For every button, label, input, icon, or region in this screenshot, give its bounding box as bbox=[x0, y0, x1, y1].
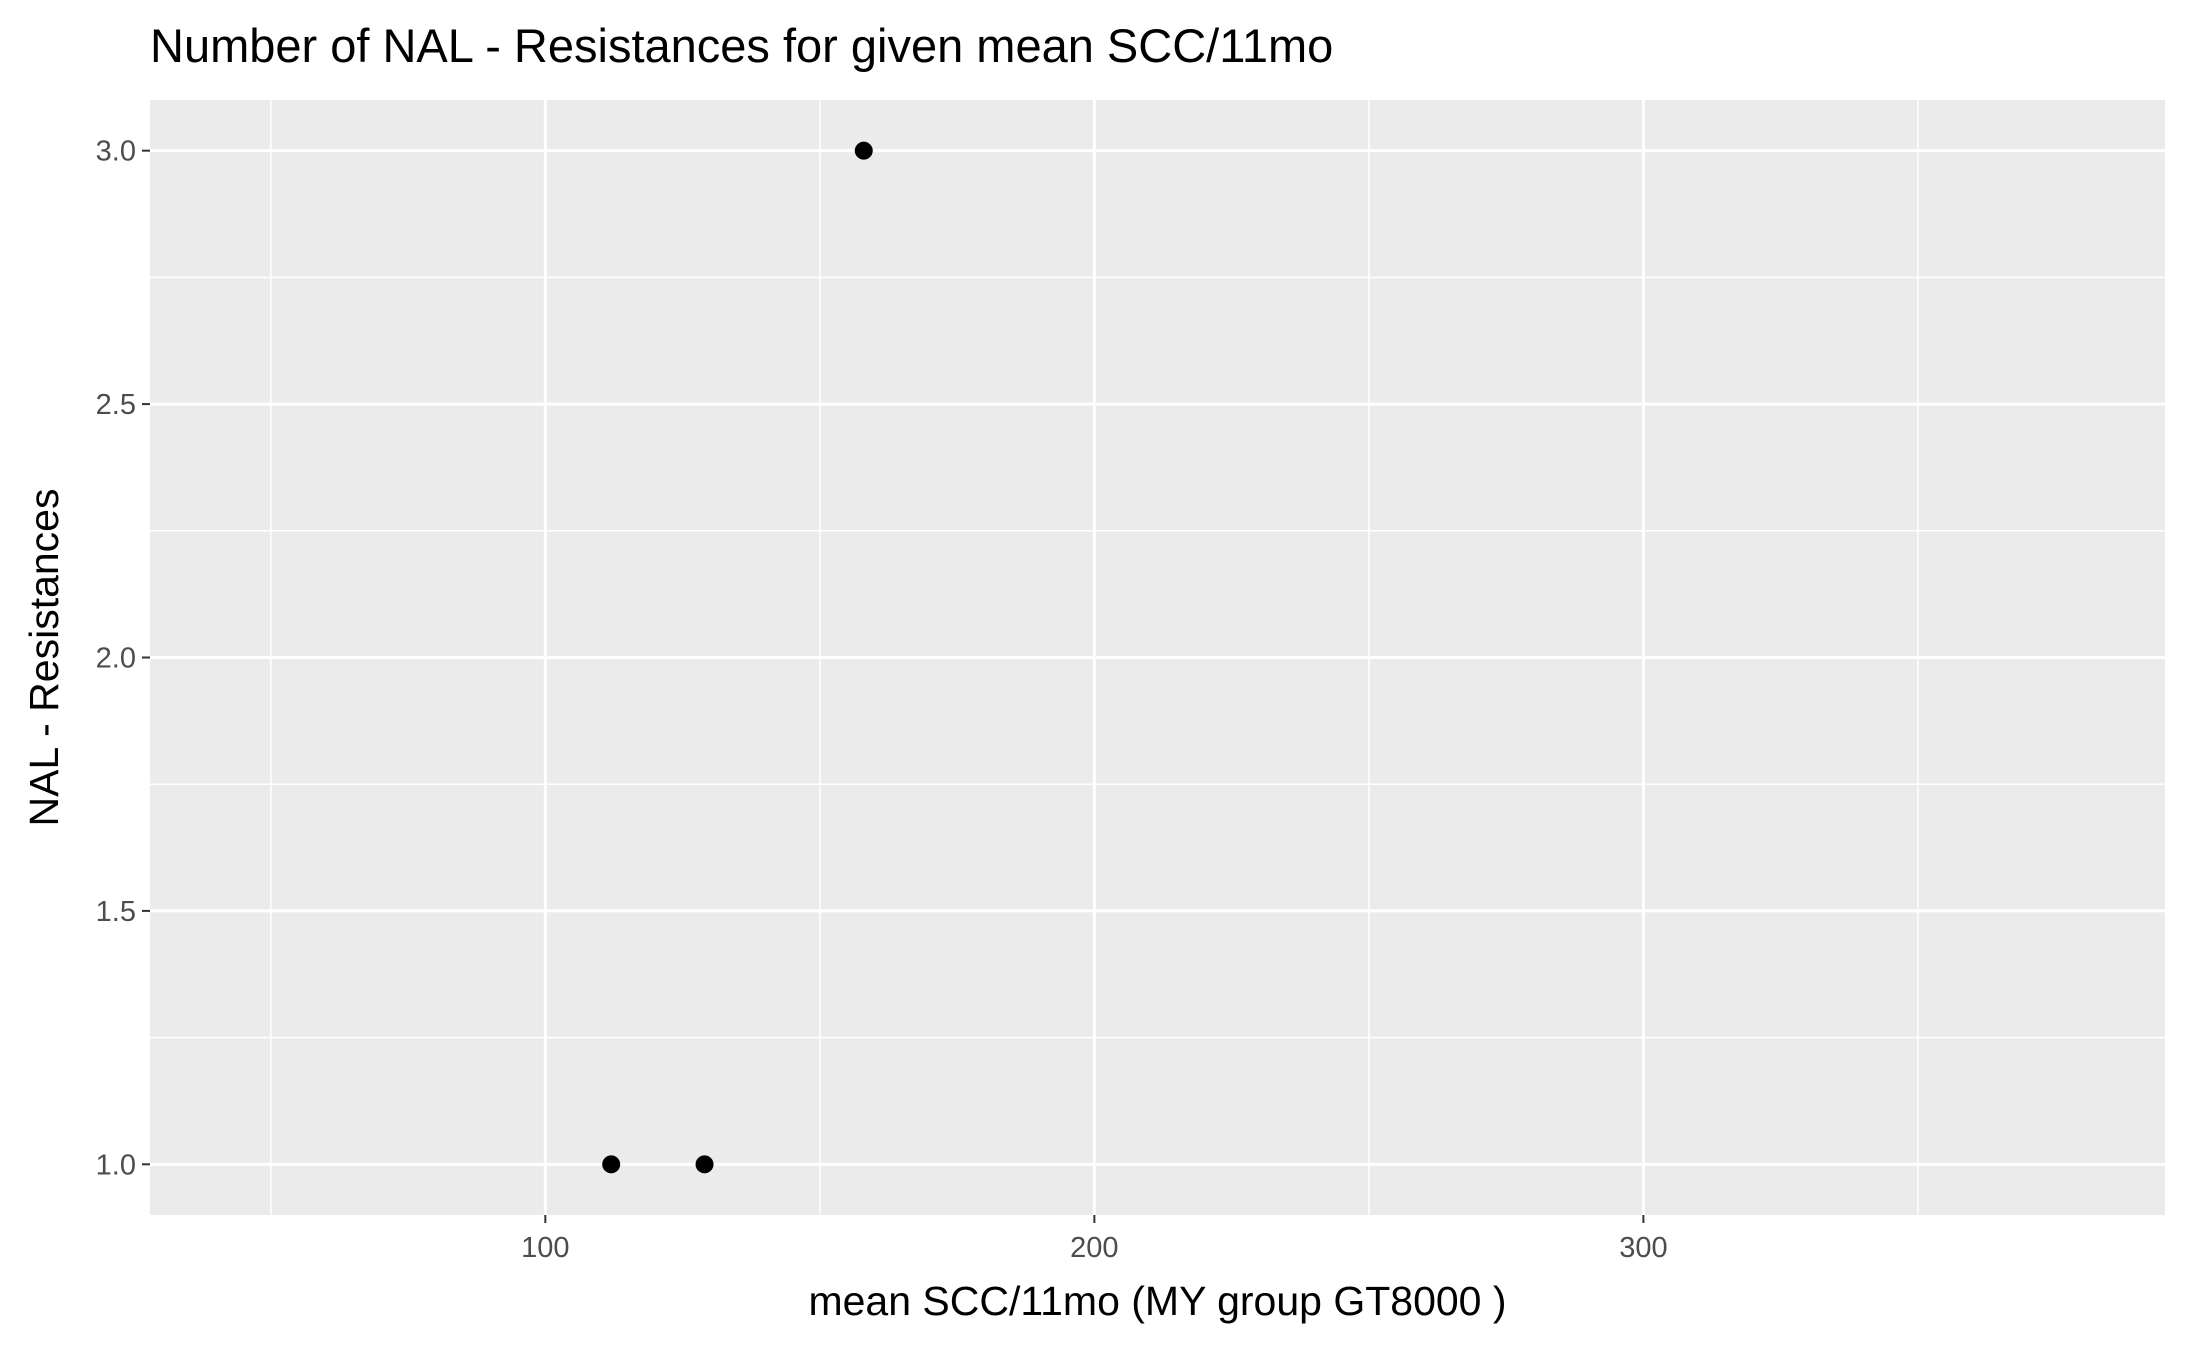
x-axis: 100 200 300 bbox=[521, 1215, 1668, 1264]
y-tick-label: 2.5 bbox=[96, 389, 136, 421]
y-axis: 1.0 1.5 2.0 2.5 3.0 bbox=[96, 136, 150, 1181]
y-axis-title: NAL - Resistances bbox=[21, 489, 67, 827]
data-point bbox=[854, 141, 873, 160]
y-tick-label: 3.0 bbox=[96, 136, 136, 168]
x-tick-label: 100 bbox=[521, 1232, 569, 1264]
data-points bbox=[602, 141, 873, 1174]
chart-title: Number of NAL - Resistances for given me… bbox=[150, 19, 1333, 72]
data-point bbox=[602, 1155, 621, 1174]
x-tick-label: 200 bbox=[1070, 1232, 1118, 1264]
y-tick-label: 2.0 bbox=[96, 643, 136, 675]
x-axis-title: mean SCC/11mo (MY group GT8000 ) bbox=[808, 1278, 1506, 1324]
y-tick-label: 1.5 bbox=[96, 896, 136, 928]
data-point bbox=[695, 1155, 714, 1174]
y-tick-label: 1.0 bbox=[96, 1149, 136, 1181]
major-gridlines bbox=[150, 100, 2165, 1215]
x-tick-label: 300 bbox=[1619, 1232, 1667, 1264]
